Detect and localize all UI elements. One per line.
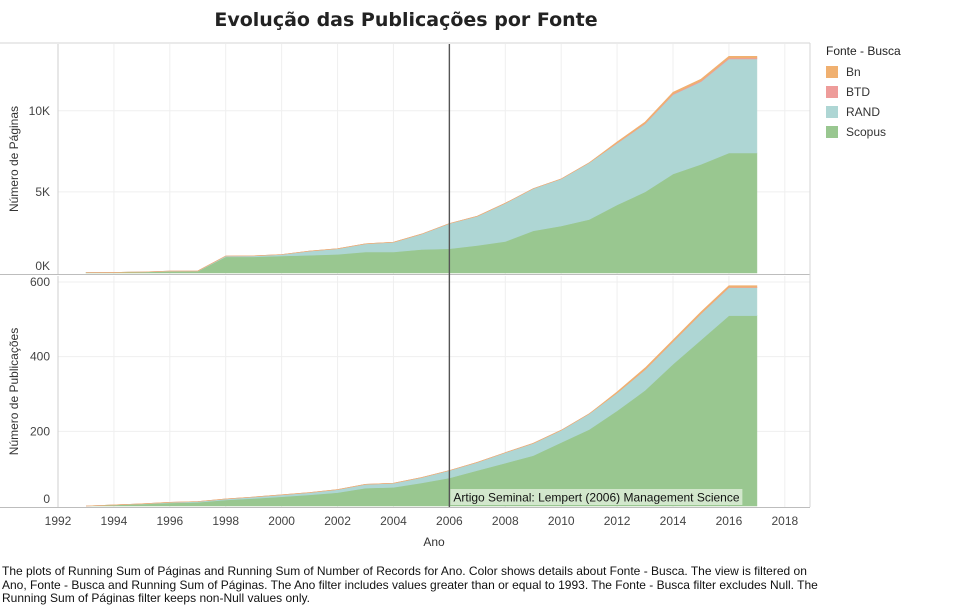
caption: The plots of Running Sum of Páginas and … xyxy=(2,564,818,605)
x-tick-label: 1994 xyxy=(101,514,128,528)
y-tick-label: 10K xyxy=(29,104,50,118)
legend: Fonte - Busca Bn BTD RAND Scopus xyxy=(826,44,901,142)
area-bn-panel1[interactable] xyxy=(85,56,758,273)
y-tick-label: 0 xyxy=(43,492,50,506)
legend-item-scopus[interactable]: Scopus xyxy=(826,122,901,142)
legend-item-bn[interactable]: Bn xyxy=(826,62,901,82)
x-tick-label: 2008 xyxy=(492,514,519,528)
y-axis-title: Número de Páginas xyxy=(7,106,21,212)
legend-label: Bn xyxy=(846,65,861,79)
x-tick-label: 2012 xyxy=(604,514,631,528)
y-tick-label: 600 xyxy=(30,275,50,289)
x-tick-label: 2006 xyxy=(436,514,463,528)
legend-title: Fonte - Busca xyxy=(826,44,901,58)
x-tick-label: 2010 xyxy=(548,514,575,528)
legend-label: RAND xyxy=(846,105,881,119)
x-tick-label: 2014 xyxy=(660,514,687,528)
legend-label: Scopus xyxy=(846,125,887,139)
x-tick-label: 2000 xyxy=(268,514,295,528)
legend-swatch xyxy=(826,106,838,118)
y-tick-label: 200 xyxy=(30,424,50,438)
x-tick-label: 2018 xyxy=(771,514,798,528)
x-tick-label: 1998 xyxy=(212,514,239,528)
y-axis-title: Número de Publicações xyxy=(7,328,21,455)
reference-label: Artigo Seminal: Lempert (2006) Managemen… xyxy=(453,491,739,505)
y-tick-label: 400 xyxy=(30,350,50,364)
x-axis-title: Ano xyxy=(423,535,445,549)
legend-label: BTD xyxy=(846,85,870,99)
reference-label-bg xyxy=(450,489,743,505)
x-tick-label: 1992 xyxy=(45,514,72,528)
legend-swatch xyxy=(826,126,838,138)
legend-item-rand[interactable]: RAND xyxy=(826,102,901,122)
x-tick-label: 2002 xyxy=(324,514,351,528)
area-bn-panel2[interactable] xyxy=(85,285,758,507)
legend-swatch xyxy=(826,66,838,78)
x-tick-label: 1996 xyxy=(156,514,183,528)
legend-swatch xyxy=(826,86,838,98)
x-tick-label: 2016 xyxy=(716,514,743,528)
y-tick-label: 5K xyxy=(35,185,50,199)
chart-title: Evolução das Publicações por Fonte xyxy=(214,9,598,31)
x-tick-label: 2004 xyxy=(380,514,407,528)
legend-item-btd[interactable]: BTD xyxy=(826,82,901,102)
y-tick-label: 0K xyxy=(35,259,50,273)
